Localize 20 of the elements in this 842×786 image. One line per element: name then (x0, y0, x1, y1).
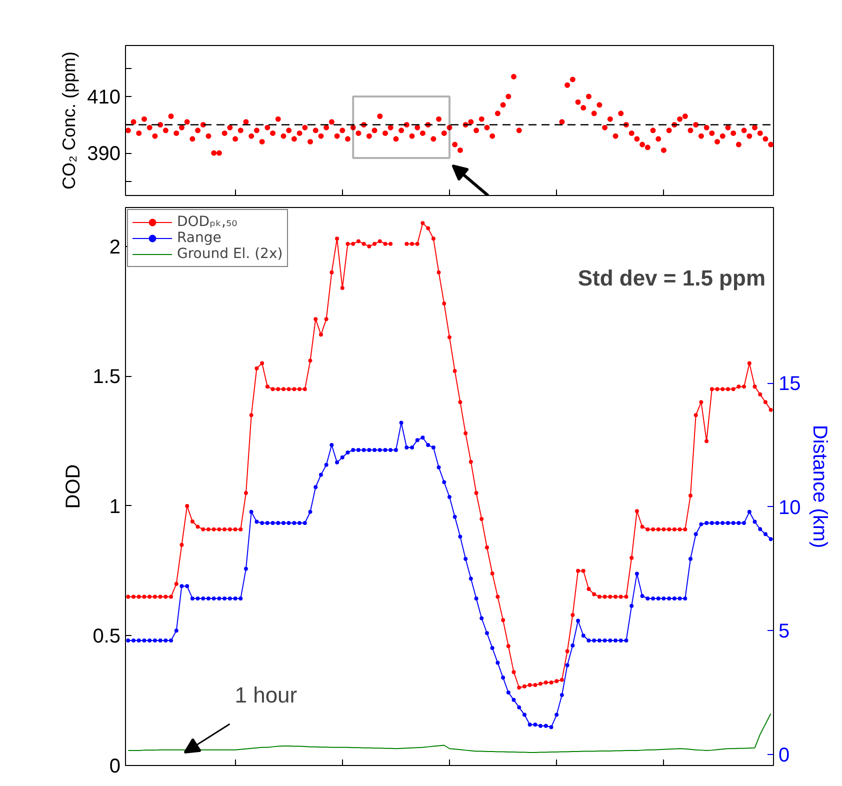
y2-tick-label: 5 (778, 620, 790, 643)
annotation: Std dev = 1.5 ppm (578, 266, 766, 290)
legend-label: Range (177, 230, 222, 246)
legend-label: DODₚₖ,₅₀ (177, 214, 238, 230)
y-axis-title: CO₂ Conc. (ppm) (59, 51, 80, 190)
y-tick-label: 390 (87, 143, 121, 166)
y2-tick-label: 15 (778, 373, 801, 396)
y-tick-label: 0.5 (92, 626, 121, 648)
y-tick-label: 1 (109, 496, 120, 518)
annotation: 1 hour (234, 682, 298, 708)
line-series (128, 713, 772, 754)
y2-tick-label: 10 (778, 496, 801, 519)
y-tick-label: 0 (109, 756, 120, 778)
y-tick-label: 1.5 (92, 366, 121, 388)
legend-label: Ground El. (2x) (177, 246, 283, 262)
y-tick-label: 2 (109, 236, 120, 258)
y-axis-title: DOD (62, 464, 85, 509)
y2-tick-label: 0 (778, 744, 790, 766)
y2-axis-title: Distance (km) (808, 424, 831, 548)
y-tick-label: 410 (87, 86, 121, 108)
